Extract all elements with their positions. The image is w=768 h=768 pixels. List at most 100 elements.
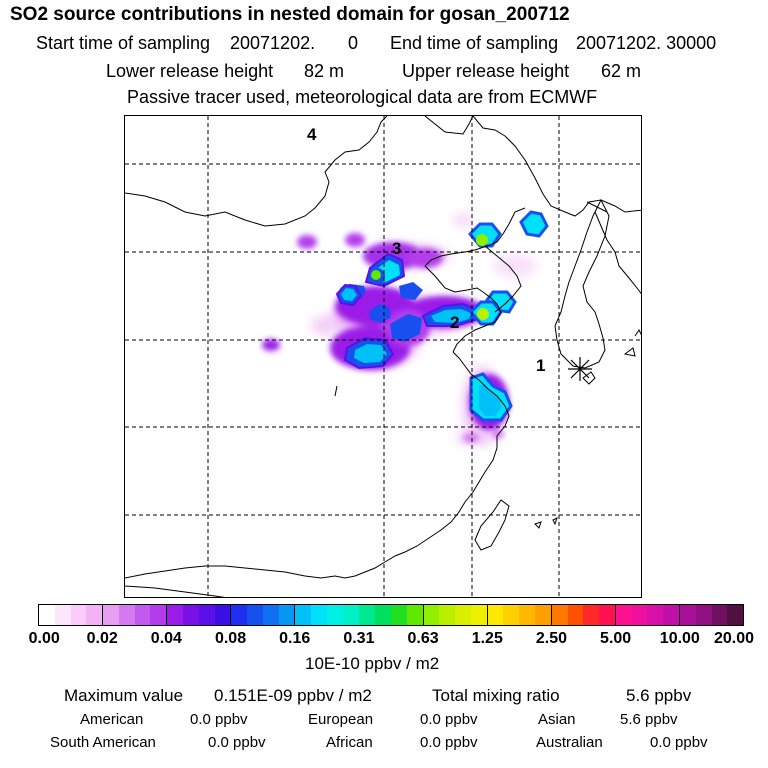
colorbar-segment — [359, 605, 424, 625]
colorbar-swatch — [711, 605, 728, 625]
colorbar-swatch — [647, 605, 664, 625]
colorbar-swatch — [326, 605, 343, 625]
upper-release-value: 62 m — [601, 61, 642, 81]
colorbar-segment — [103, 605, 168, 625]
plume-core — [335, 210, 549, 422]
end-time-value: 20071202. 30000 — [576, 33, 717, 53]
colorbar-swatch — [231, 605, 248, 625]
colorbar-swatch — [262, 605, 279, 625]
colorbar-unit: 10E-10 ppbv / m2 — [305, 654, 440, 673]
colorbar-tick-label: 0.00 — [28, 630, 60, 647]
chart-title: SO2 source contributions in nested domai… — [10, 4, 570, 25]
colorbar-swatch — [375, 605, 392, 625]
colorbar-swatch — [535, 605, 551, 625]
colorbar-swatch — [167, 605, 183, 625]
graticule — [125, 116, 641, 597]
start-time-hour: 0 — [348, 33, 359, 53]
region-value: 5.6 ppbv — [620, 711, 678, 728]
colorbar-swatch — [247, 605, 263, 625]
lower-release-value: 82 m — [304, 61, 345, 81]
colorbar-tick-label: 0.08 — [214, 630, 247, 647]
colorbar-swatch — [470, 605, 487, 625]
colorbar-swatch — [519, 605, 535, 625]
region-name: American — [80, 711, 144, 728]
map-label-2: 2 — [450, 313, 459, 332]
max-value-label: Maximum value — [64, 686, 184, 705]
colorbar-segment — [679, 605, 744, 625]
colorbar-swatch — [615, 605, 632, 625]
colorbar-swatch — [455, 605, 471, 625]
colorbar-swatch — [583, 605, 600, 625]
station-marker-icon — [568, 357, 592, 381]
colorbar-segment — [231, 605, 296, 625]
region-name: Asian — [538, 711, 576, 728]
colorbar-tick-label: 20.00 — [713, 630, 755, 647]
colorbar-segment — [487, 605, 552, 625]
colorbar-swatch — [359, 605, 376, 625]
colorbar-swatch — [439, 605, 456, 625]
colorbar-tick-label: 0.63 — [407, 630, 439, 647]
colorbar-swatch — [567, 605, 584, 625]
colorbar-swatch — [198, 605, 215, 625]
colorbar — [38, 604, 744, 626]
colorbar-swatch — [599, 605, 615, 625]
total-mixing-value: 5.6 ppbv — [626, 686, 692, 705]
colorbar-swatch — [311, 605, 327, 625]
colorbar-swatch — [663, 605, 679, 625]
map-label-1: 1 — [536, 356, 545, 375]
lower-release-label: Lower release height — [106, 61, 274, 81]
map-canvas: 4 3 2 1 — [125, 116, 641, 597]
start-time-label: Start time of sampling — [36, 33, 211, 53]
colorbar-tick-label: 0.16 — [279, 630, 311, 647]
region-value: 0.0 ppbv — [420, 734, 478, 751]
max-value: 0.151E-09 ppbv / m2 — [214, 686, 372, 705]
colorbar-swatch — [487, 605, 504, 625]
colorbar-swatch — [503, 605, 520, 625]
tracer-note: Passive tracer used, meteorological data… — [127, 87, 598, 107]
map-label-3: 3 — [392, 239, 401, 258]
map-panel: 4 3 2 1 — [124, 115, 642, 598]
colorbar-swatch — [342, 605, 359, 625]
colorbar-swatch — [295, 605, 312, 625]
coastlines — [125, 116, 641, 597]
colorbar-swatch — [551, 605, 568, 625]
colorbar-swatch — [103, 605, 119, 625]
region-name: South American — [50, 734, 156, 751]
colorbar-swatch — [182, 605, 199, 625]
colorbar-swatch — [406, 605, 423, 625]
region-name: African — [326, 734, 373, 751]
colorbar-swatch — [118, 605, 135, 625]
end-time-label: End time of sampling — [390, 33, 559, 53]
colorbar-swatch — [679, 605, 696, 625]
region-value: 0.0 ppbv — [650, 734, 708, 751]
colorbar-swatch — [39, 605, 55, 625]
colorbar-segment — [551, 605, 616, 625]
region-value: 0.0 ppbv — [208, 734, 266, 751]
colorbar-tick-label: 0.04 — [150, 630, 182, 647]
colorbar-segment — [295, 605, 360, 625]
colorbar-swatch — [631, 605, 648, 625]
colorbar-swatch — [150, 605, 167, 625]
region-value: 0.0 ppbv — [190, 711, 248, 728]
colorbar-tick-label: 1.25 — [471, 630, 503, 647]
colorbar-swatch — [214, 605, 231, 625]
colorbar-swatch — [278, 605, 295, 625]
colorbar-swatch — [86, 605, 103, 625]
colorbar-tick-label: 5.00 — [600, 630, 632, 647]
colorbar-swatch — [727, 605, 744, 625]
colorbar-swatch — [54, 605, 71, 625]
region-name: Australian — [536, 734, 603, 751]
colorbar-tick-label: 0.31 — [343, 630, 375, 647]
colorbar-swatch — [391, 605, 407, 625]
colorbar-tick-label: 0.02 — [86, 630, 118, 647]
colorbar-tick-label: 2.50 — [535, 630, 568, 647]
region-value: 0.0 ppbv — [420, 711, 478, 728]
colorbar-swatch — [423, 605, 440, 625]
colorbar-segment — [39, 605, 104, 625]
upper-release-label: Upper release height — [402, 61, 570, 81]
colorbar-segment — [167, 605, 232, 625]
colorbar-swatch — [134, 605, 151, 625]
colorbar-segment — [423, 605, 488, 625]
start-time-value: 20071202. — [230, 33, 316, 53]
colorbar-tick-label: 10.00 — [659, 630, 700, 647]
